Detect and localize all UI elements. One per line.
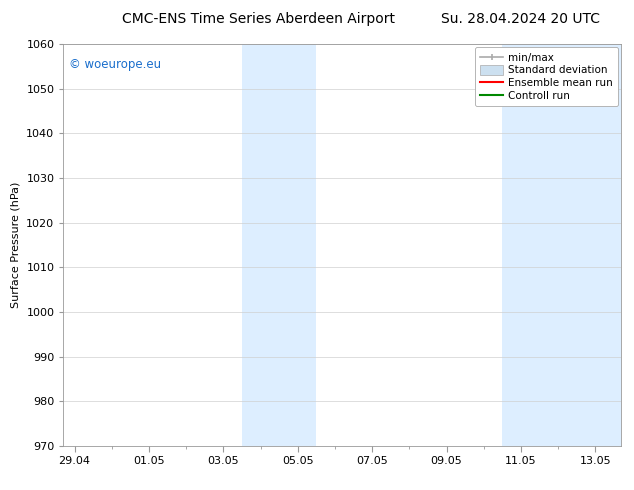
Bar: [540, 44, 621, 446]
Text: CMC-ENS Time Series Aberdeen Airport: CMC-ENS Time Series Aberdeen Airport: [122, 12, 395, 26]
Legend: min/max, Standard deviation, Ensemble mean run, Controll run: min/max, Standard deviation, Ensemble me…: [475, 47, 618, 106]
Y-axis label: Surface Pressure (hPa): Surface Pressure (hPa): [11, 182, 21, 308]
Bar: [242, 44, 316, 446]
Bar: [502, 44, 540, 446]
Text: Su. 28.04.2024 20 UTC: Su. 28.04.2024 20 UTC: [441, 12, 600, 26]
Text: © woeurope.eu: © woeurope.eu: [69, 58, 161, 71]
